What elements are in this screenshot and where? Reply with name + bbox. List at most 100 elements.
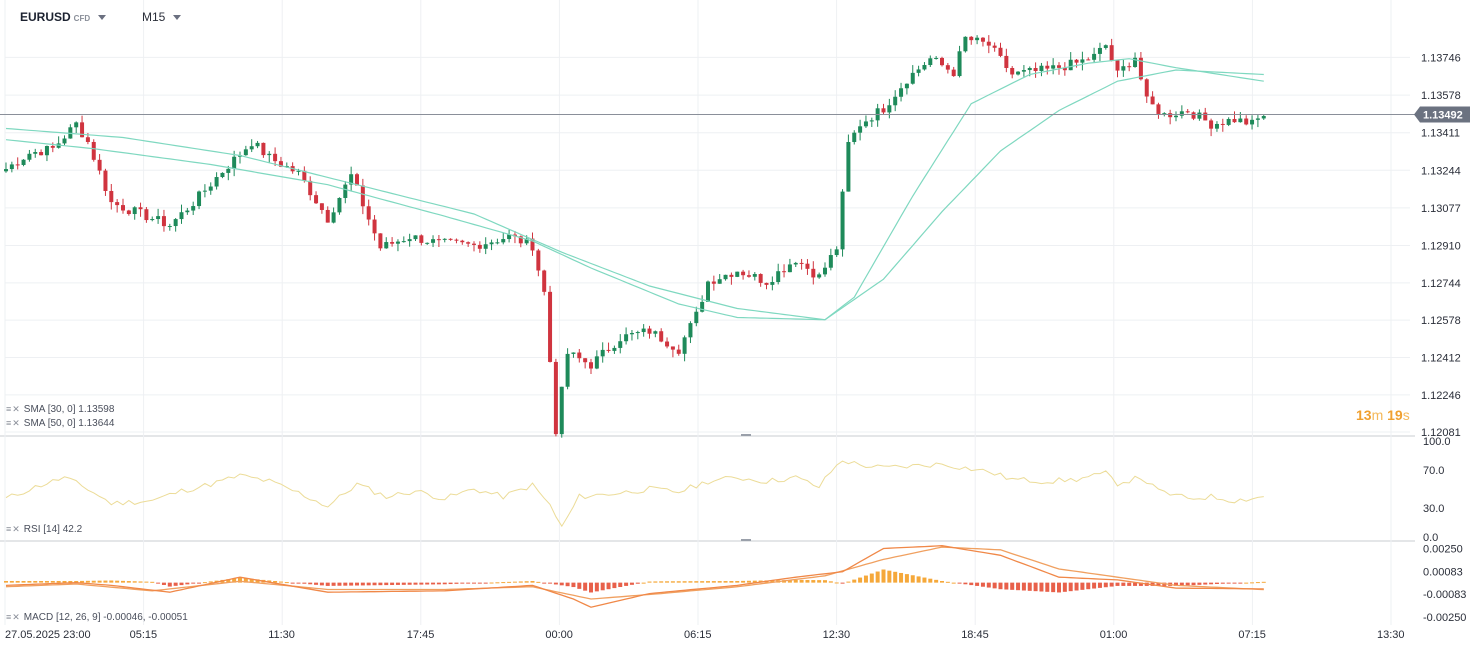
macd-histogram-bar (834, 582, 839, 584)
candle-body (1109, 45, 1114, 61)
candle-body (776, 271, 781, 283)
candle-body (355, 174, 359, 186)
candle-body (1150, 96, 1155, 105)
macd-histogram-bar (881, 569, 886, 583)
candle (1021, 65, 1026, 77)
macd-histogram-bar (489, 582, 494, 584)
candle (992, 42, 997, 52)
macd-histogram-bar (1226, 582, 1231, 584)
candle (308, 176, 313, 201)
candle-body (331, 212, 336, 223)
candle-body (261, 142, 266, 156)
candle-body (606, 349, 611, 351)
candle-body (1068, 59, 1073, 71)
macd-histogram-bar (378, 582, 383, 586)
candle-body (1255, 118, 1260, 120)
candle-body (682, 337, 687, 354)
macd-histogram-bar (729, 581, 734, 583)
candle (559, 386, 564, 438)
macd-histogram-bar (600, 582, 605, 591)
candle-body (319, 203, 324, 210)
macd-histogram-bar (980, 582, 985, 587)
candles (4, 35, 1266, 438)
candle (975, 35, 980, 45)
macd-legend[interactable]: ≡✕ MACD [12, 26, 9] -0.00046, -0.00051 (6, 612, 188, 623)
macd-histogram-bar (507, 581, 512, 583)
macd-histogram-bar (442, 582, 447, 585)
candle (442, 238, 447, 243)
macd-histogram-bar (512, 581, 517, 583)
candle-body (372, 219, 377, 234)
candle-body (1027, 68, 1032, 71)
candle (887, 98, 892, 119)
candle-body (629, 333, 634, 335)
timeframe-label: M15 (142, 10, 166, 24)
candle-body (144, 209, 149, 221)
candle-body (91, 141, 96, 160)
candle (103, 168, 108, 196)
macd-histogram-bar (752, 580, 757, 583)
sma50-legend[interactable]: ≡✕ SMA [50, 0] 1.13644 (6, 418, 114, 429)
candle-body (390, 242, 395, 244)
symbol-selector[interactable]: EURUSD CFD (20, 10, 107, 24)
candle (1103, 44, 1108, 50)
candle (928, 55, 933, 67)
pane-resize-handle (741, 539, 751, 541)
candle-body (934, 57, 939, 59)
candle (881, 103, 886, 115)
macd-histogram-bar (1027, 582, 1032, 591)
settings-close-icon[interactable]: ≡✕ (6, 524, 21, 534)
candle-body (1121, 66, 1126, 71)
macd-histogram-bar (1057, 582, 1061, 593)
macd-histogram-bar (431, 582, 436, 585)
candle (536, 248, 541, 277)
price-tick-label: 1.12412 (1421, 353, 1461, 365)
candle (121, 198, 125, 214)
rsi-legend[interactable]: ≡✕ RSI [14] 42.2 (6, 524, 82, 535)
macd-histogram-bar (226, 579, 231, 583)
candle-body (828, 255, 833, 268)
macd-histogram-bar (1086, 582, 1091, 590)
candle (267, 151, 272, 163)
candle (425, 242, 430, 245)
candle-body (9, 164, 14, 170)
settings-close-icon[interactable]: ≡✕ (6, 404, 21, 414)
settings-close-icon[interactable]: ≡✕ (6, 612, 21, 622)
candle-body (489, 242, 494, 245)
candle-body (670, 346, 675, 350)
macd-histogram-bar (770, 580, 775, 583)
candle-body (986, 41, 991, 46)
candle-body (553, 361, 558, 435)
settings-close-icon[interactable]: ≡✕ (6, 418, 21, 428)
candle (243, 145, 248, 156)
sma30-legend[interactable]: ≡✕ SMA [30, 0] 1.13598 (6, 404, 114, 415)
macd-histogram-bar (653, 581, 658, 583)
candle-body (360, 185, 365, 207)
candle-body (185, 210, 190, 213)
macd-histogram-bar (635, 582, 640, 584)
candle (44, 145, 49, 162)
macd-histogram-bar (530, 580, 535, 583)
candle-body (653, 331, 658, 334)
candle (1016, 71, 1021, 76)
candle (1138, 52, 1143, 81)
candle (167, 223, 172, 231)
macd-histogram-bar (940, 580, 944, 583)
candle (302, 166, 307, 183)
candle (940, 56, 944, 67)
candle-body (495, 242, 500, 244)
macd-histogram-bar (518, 581, 523, 583)
candle-body (524, 238, 529, 244)
candle (1144, 78, 1149, 103)
candle-body (706, 281, 710, 302)
candle-body (916, 69, 921, 73)
macd-histogram-bar (1127, 582, 1132, 586)
countdown-seconds: 19 (1387, 407, 1403, 423)
macd-histogram-bar (916, 576, 921, 583)
timeframe-selector[interactable]: M15 (142, 10, 182, 24)
candle (97, 154, 102, 175)
candle-body (922, 65, 927, 70)
candle (74, 121, 79, 134)
